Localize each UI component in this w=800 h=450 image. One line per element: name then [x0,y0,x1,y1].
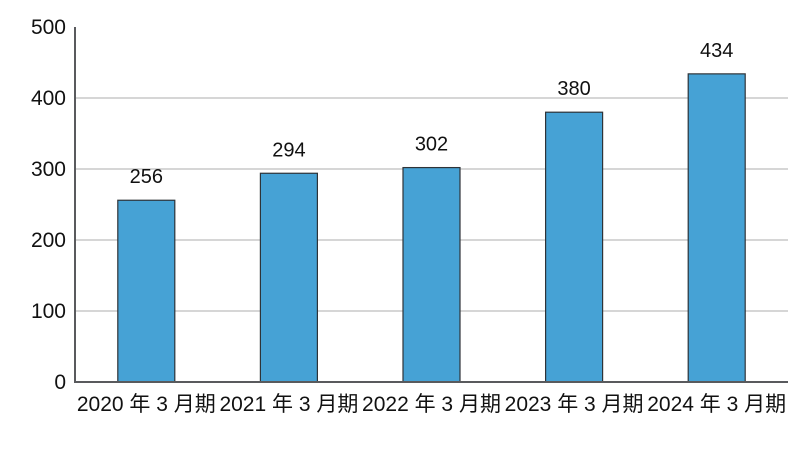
x-tick-label: 2023 年 3 月期 [505,393,644,416]
bar [687,73,746,383]
y-tick-label: 300 [31,158,66,181]
bar [117,199,176,383]
bar-value-label: 302 [415,134,448,156]
x-tick-label: 2022 年 3 月期 [362,393,501,416]
bar-value-label: 434 [700,40,733,62]
y-tick-label: 0 [54,371,66,394]
bar-value-label: 380 [557,78,590,100]
y-tick-label: 500 [31,16,66,39]
x-tick-label: 2020 年 3 月期 [77,393,216,416]
bar-value-label: 256 [130,166,163,188]
bar-value-label: 294 [272,139,305,161]
bar [402,166,461,383]
y-tick-label: 400 [31,87,66,110]
y-tick-label: 200 [31,229,66,252]
y-tick-label: 100 [31,300,66,323]
x-tick-label: 2024 年 3 月期 [647,393,786,416]
bar [259,172,318,383]
bar [544,111,604,383]
x-tick-label: 2021 年 3 月期 [219,393,358,416]
